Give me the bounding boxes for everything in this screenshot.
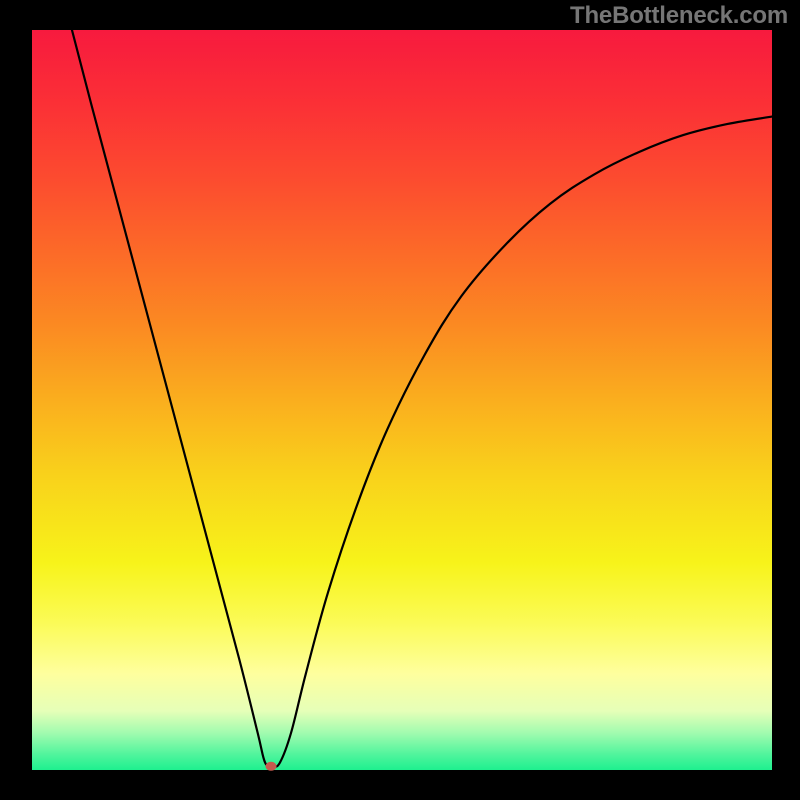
chart-container: TheBottleneck.com bbox=[0, 0, 800, 800]
optimal-point-marker bbox=[266, 762, 277, 771]
bottleneck-curve bbox=[72, 30, 772, 767]
curve-overlay bbox=[0, 0, 800, 800]
